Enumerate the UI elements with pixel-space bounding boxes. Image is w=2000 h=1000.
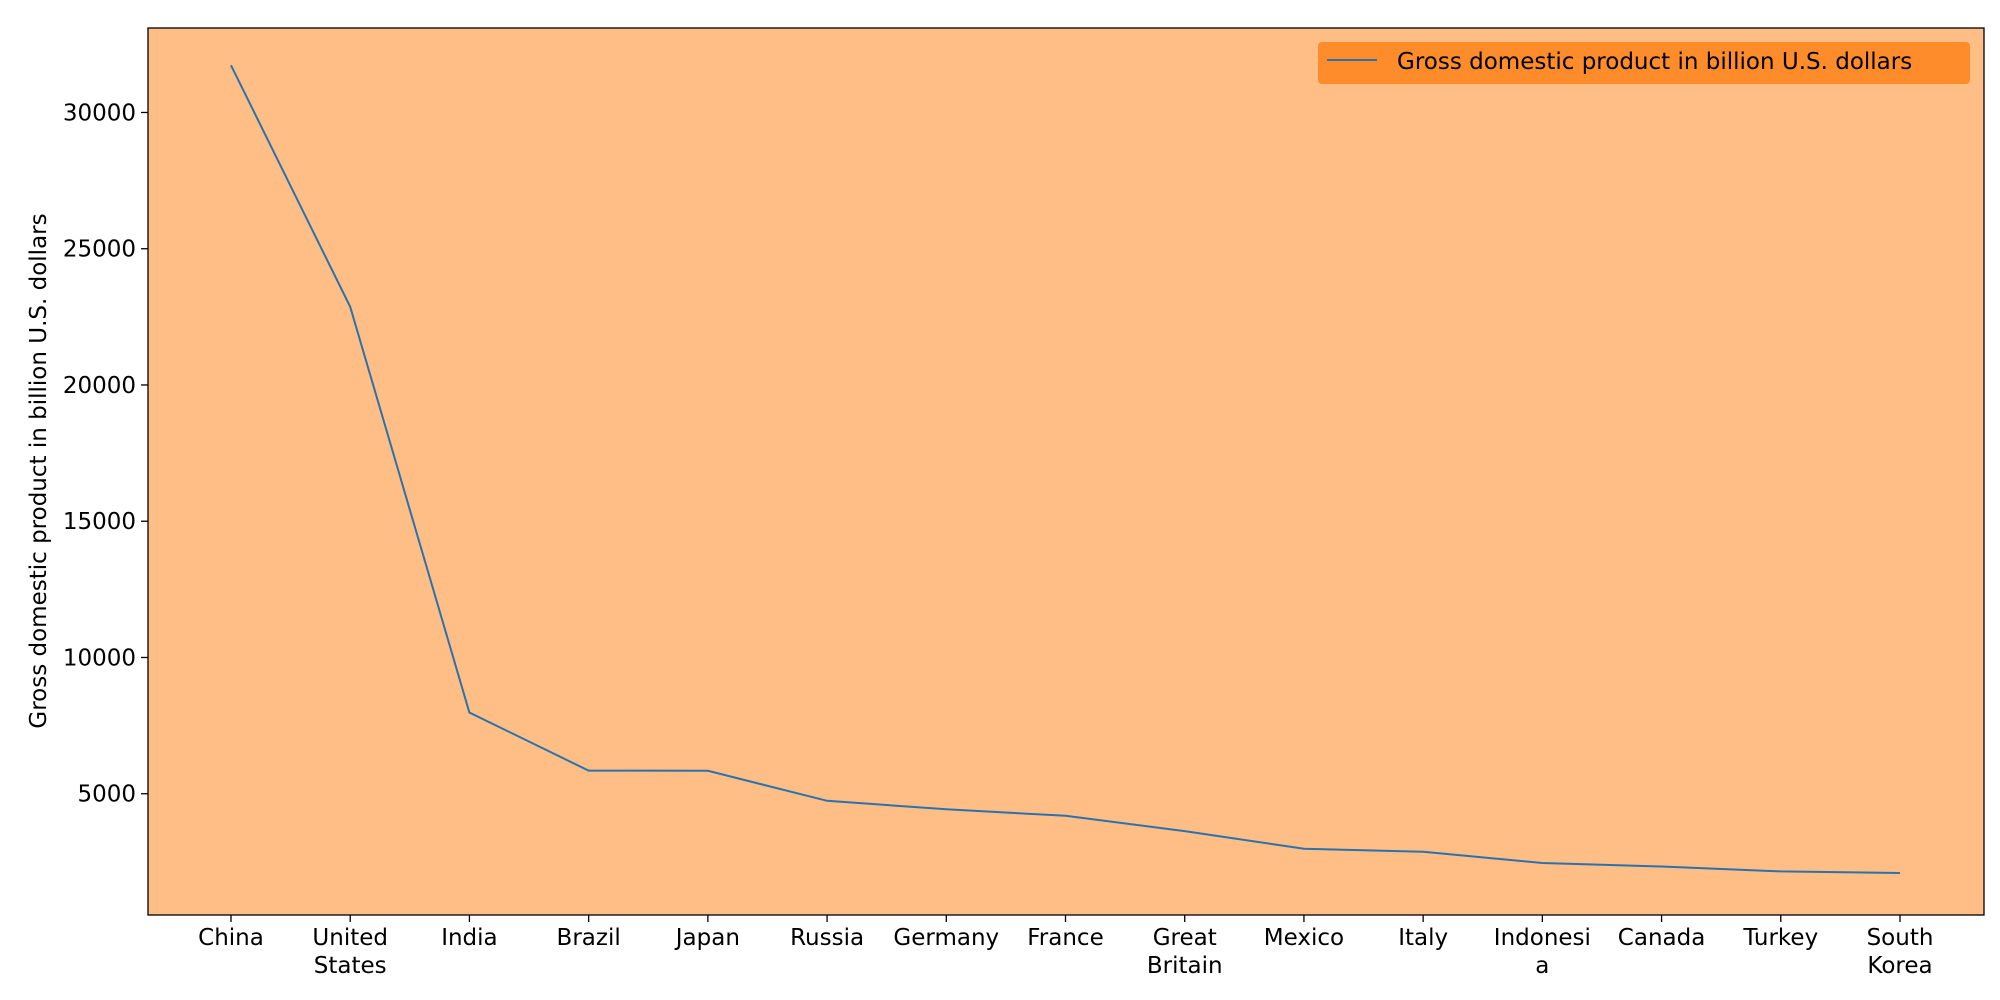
plot-frame [147, 27, 1985, 916]
x-tick-label: India [441, 925, 497, 951]
y-tick-label: 25000 [63, 237, 136, 263]
x-axis-ticks: China United States India Brazil Japan Russia G… [198, 915, 1933, 979]
x-tick-label: Mexico [1264, 925, 1344, 951]
y-tick-label: 10000 [63, 645, 136, 671]
y-tick-label: 15000 [63, 509, 136, 535]
x-tick-label: Russia [790, 925, 864, 951]
x-tick-label: Japan [674, 925, 740, 951]
y-axis-ticks: 5000 10000 15000 20000 25000 30000 [63, 100, 148, 808]
legend-box [1318, 42, 1970, 84]
gdp-series-line [230, 64, 1901, 874]
x-tick-label: Turkey [1742, 925, 1818, 951]
legend-label: Gross domestic product in billion U.S. d… [1397, 49, 1912, 75]
y-tick-label: 30000 [63, 100, 136, 126]
plot-area [148, 28, 1984, 915]
x-tick-label: United States [312, 925, 388, 979]
x-tick-label: Germany [893, 925, 999, 951]
x-tick-label: Great Britain [1147, 925, 1223, 979]
x-tick-label: France [1027, 925, 1103, 951]
legend: Gross domestic product in billion U.S. d… [1318, 42, 1970, 84]
x-tick-label: Indonesi a [1494, 925, 1591, 979]
x-tick-label: Brazil [557, 925, 621, 951]
x-tick-label: Italy [1398, 925, 1448, 951]
y-tick-label: 20000 [63, 373, 136, 399]
x-tick-label: South Korea [1867, 925, 1934, 979]
y-tick-label: 5000 [77, 782, 136, 808]
x-tick-label: Canada [1618, 925, 1706, 951]
y-axis-title: Gross domestic product in billion U.S. d… [26, 213, 52, 728]
x-tick-label: China [198, 925, 264, 951]
